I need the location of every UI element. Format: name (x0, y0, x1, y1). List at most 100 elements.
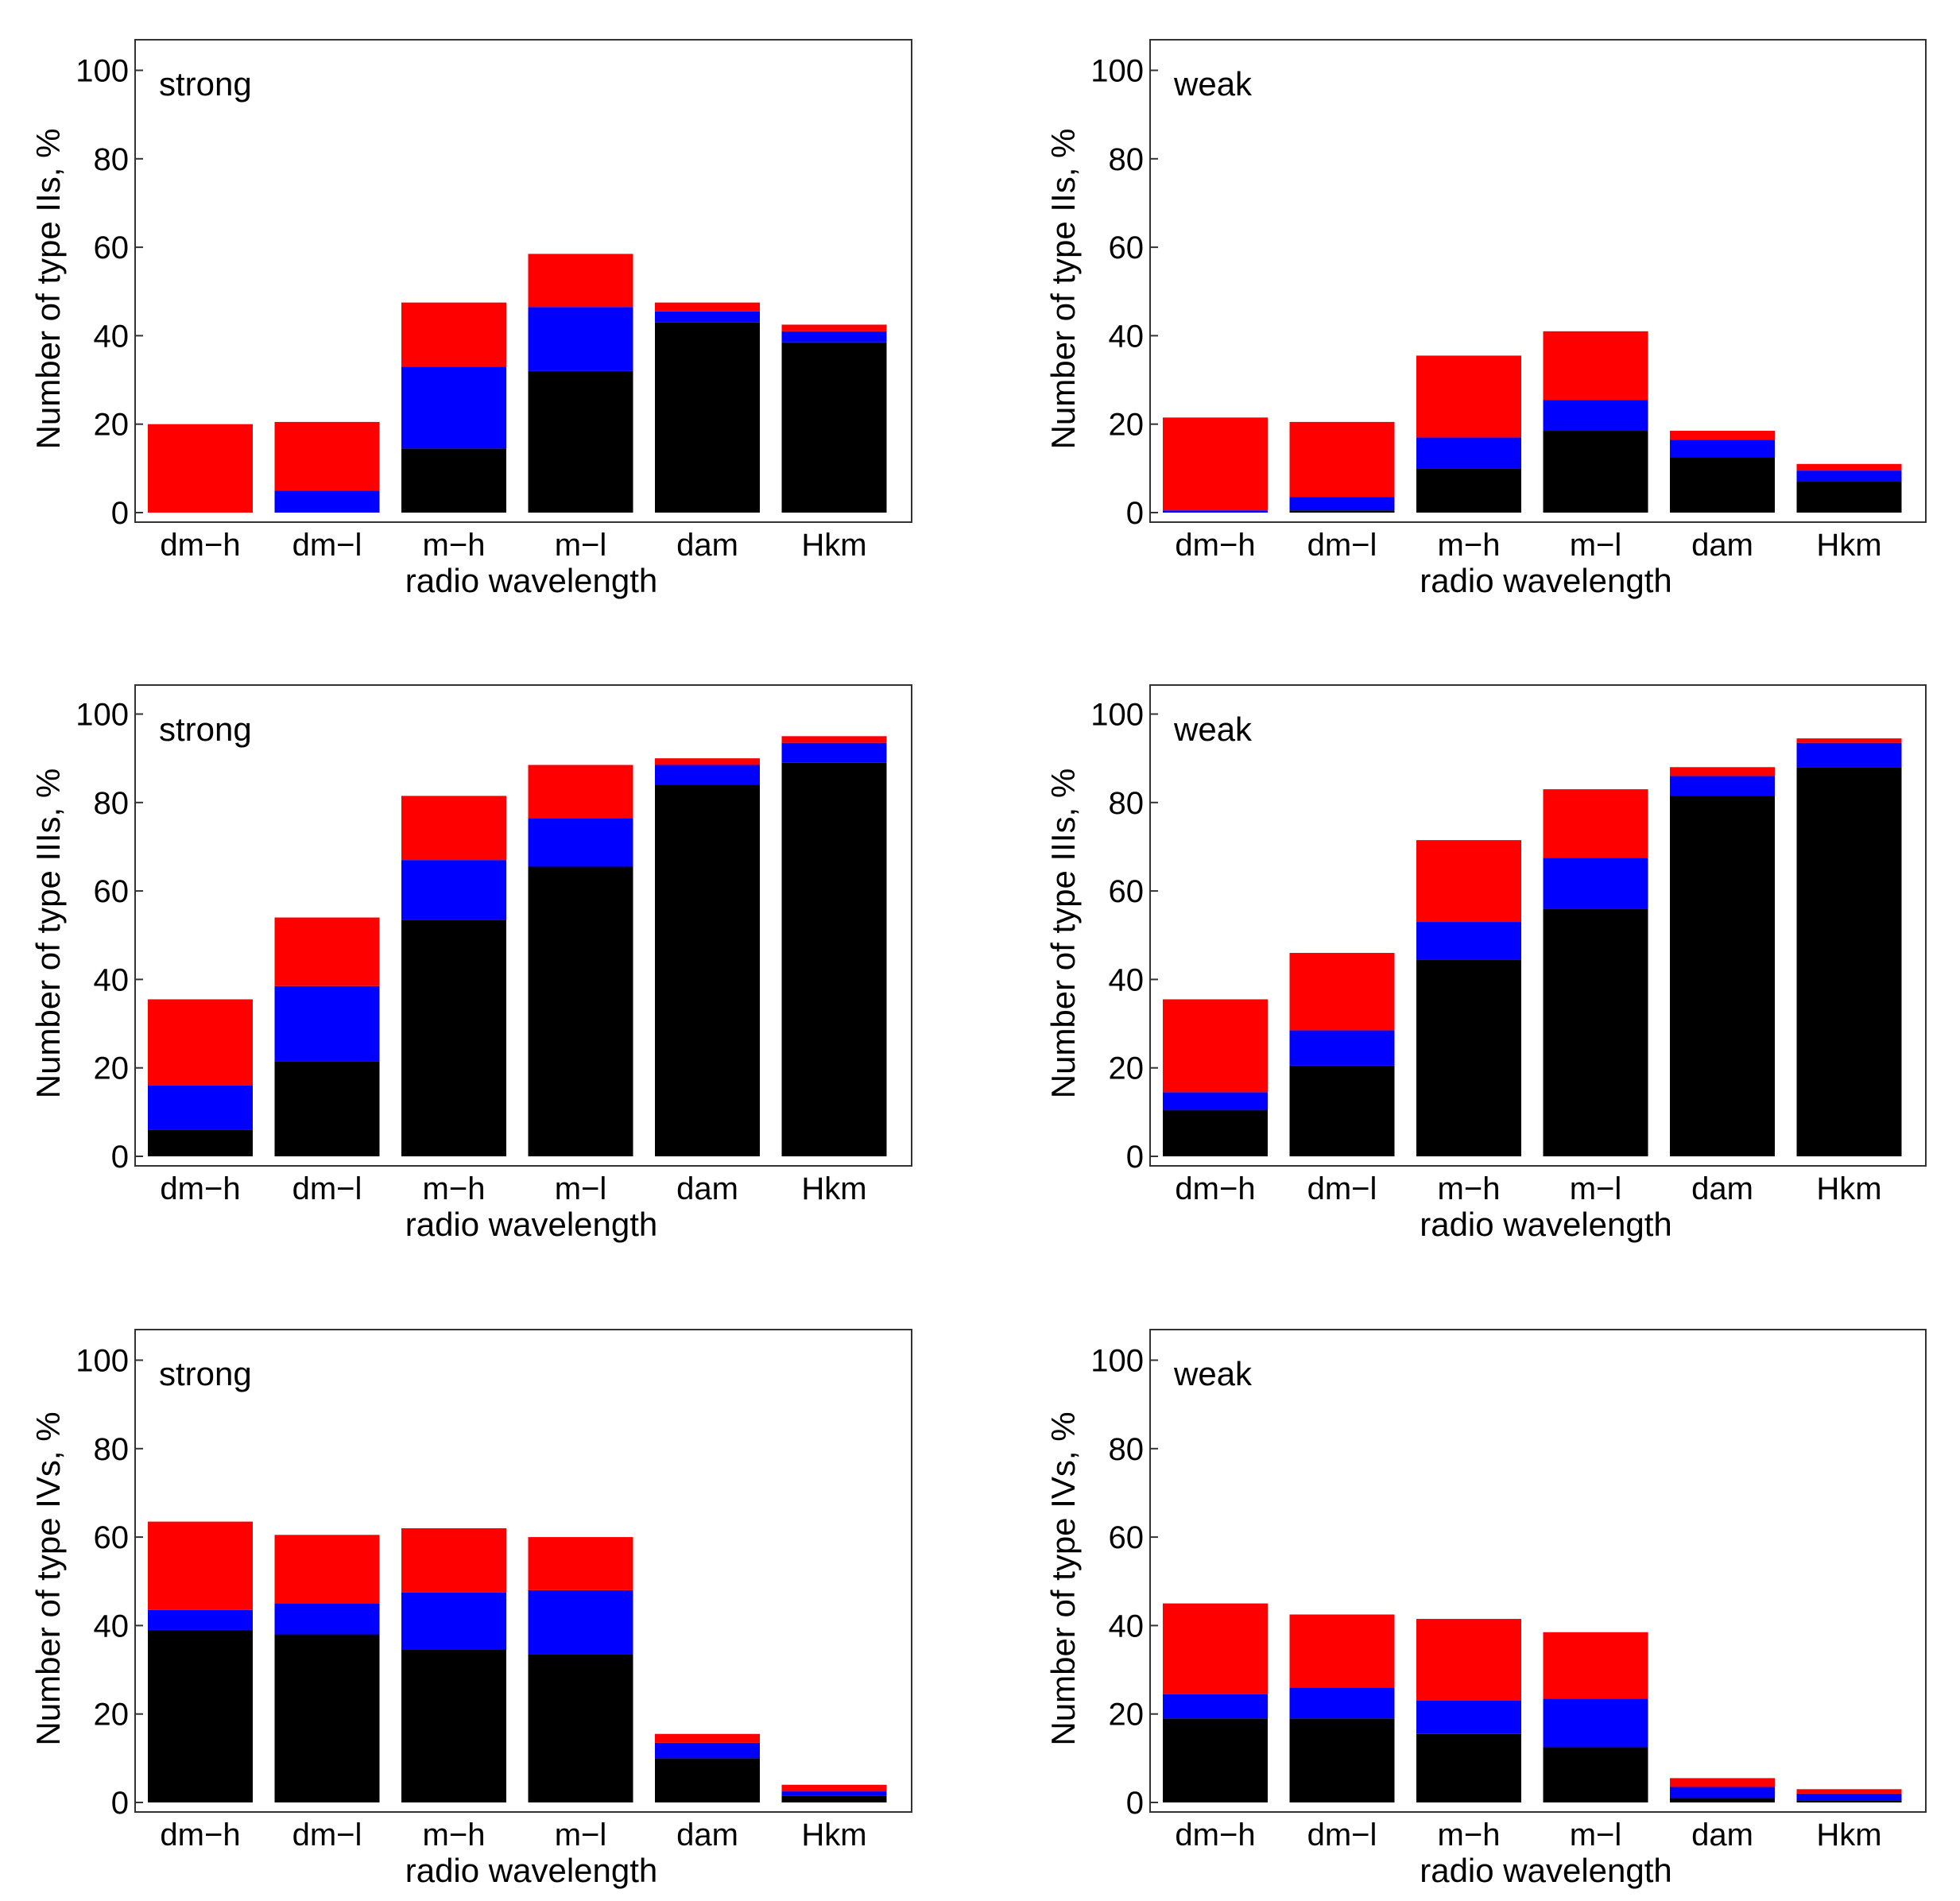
x-tick-label: Hkm (1816, 1818, 1881, 1853)
bar-red-5 (655, 758, 760, 765)
y-tick-label: 20 (1109, 1051, 1145, 1086)
bar-red-6 (782, 324, 887, 331)
x-tick-label: m−h (423, 528, 486, 563)
bar-red-6 (1797, 738, 1902, 743)
y-axis-label: Number of type IIIs, % (1044, 769, 1082, 1099)
bar-black-5 (655, 1758, 760, 1802)
y-tick-label: 0 (1126, 1786, 1144, 1821)
x-axis-label: radio wavelength (1420, 1206, 1672, 1243)
panel-annotation: weak (1173, 1355, 1253, 1392)
panel-annotation: weak (1173, 710, 1253, 748)
x-tick-label: Hkm (801, 1171, 866, 1206)
bar-blue-4 (1544, 858, 1648, 908)
y-tick-label: 60 (94, 230, 130, 265)
x-tick-label: dm−h (160, 1171, 240, 1206)
y-tick-label: 0 (111, 496, 129, 531)
bar-blue-6 (782, 743, 887, 763)
y-axis-label: Number of type IIIs, % (29, 769, 67, 1099)
y-tick-label: 60 (1109, 230, 1145, 265)
x-tick-label: dm−h (160, 1818, 240, 1853)
bar-red-6 (782, 736, 887, 742)
bar-red-1 (1163, 1604, 1268, 1694)
bar-red-1 (148, 999, 253, 1086)
bar-black-3 (1416, 468, 1521, 513)
bar-red-3 (401, 796, 506, 860)
bar-black-1 (1163, 1718, 1268, 1802)
bar-red-5 (1670, 431, 1775, 439)
bar-blue-1 (148, 1610, 253, 1630)
x-tick-label: m−l (1570, 1818, 1622, 1853)
bar-black-5 (1670, 1798, 1775, 1802)
bar-blue-2 (275, 490, 380, 513)
bar-black-2 (1290, 1066, 1395, 1156)
panel-annotation: strong (159, 65, 252, 103)
bar-red-5 (1670, 1778, 1775, 1787)
bar-black-6 (1797, 767, 1902, 1156)
bar-black-2 (1290, 1718, 1395, 1802)
bar-red-4 (529, 765, 633, 818)
x-tick-label: Hkm (801, 528, 866, 563)
chart-panel-3: 020406080100dm−h dm−l m−h m−l dam Hkmradio wa… (29, 685, 912, 1243)
x-tick-label: dm−l (292, 1818, 362, 1853)
panel-annotation: weak (1173, 65, 1253, 103)
bar-blue-1 (1163, 1694, 1268, 1719)
x-tick-label: dm−l (292, 528, 362, 563)
y-tick-label: 60 (94, 874, 130, 909)
y-tick-label: 80 (1109, 142, 1145, 177)
bar-black-6 (1797, 482, 1902, 513)
bar-blue-5 (1670, 776, 1775, 796)
bar-red-3 (1416, 1619, 1521, 1701)
bar-blue-4 (1544, 400, 1648, 431)
x-tick-label: dm−l (1307, 528, 1377, 563)
bar-black-4 (529, 866, 633, 1156)
bar-blue-2 (1290, 1030, 1395, 1066)
y-tick-label: 0 (111, 1786, 129, 1821)
x-tick-label: dm−l (292, 1171, 362, 1206)
y-tick-label: 80 (94, 1432, 130, 1467)
bar-black-5 (655, 323, 760, 513)
y-tick-label: 20 (94, 1698, 130, 1733)
bar-red-2 (275, 917, 380, 985)
bar-red-6 (782, 1785, 887, 1791)
y-tick-label: 40 (94, 962, 130, 997)
x-tick-label: dm−h (1175, 528, 1255, 563)
y-tick-label: 40 (94, 319, 130, 354)
bar-red-2 (275, 422, 380, 490)
bar-blue-2 (1290, 1687, 1395, 1718)
x-tick-label: dm−h (160, 528, 240, 563)
bar-red-4 (1544, 331, 1648, 400)
y-axis-label: Number of type IIs, % (29, 129, 67, 450)
bar-black-2 (1290, 510, 1395, 513)
y-tick-label: 60 (1109, 1520, 1145, 1555)
bar-black-2 (275, 1061, 380, 1156)
panel-annotation: strong (159, 710, 252, 748)
y-tick-label: 80 (1109, 786, 1145, 821)
y-tick-label: 80 (94, 142, 130, 177)
bars (148, 1522, 887, 1802)
bar-blue-5 (1670, 1787, 1775, 1798)
bars (1163, 331, 1902, 513)
y-tick-label: 100 (1090, 54, 1144, 89)
bar-red-3 (1416, 355, 1521, 437)
x-tick-label: Hkm (1816, 528, 1881, 563)
bar-black-4 (529, 1655, 633, 1802)
bar-red-1 (148, 424, 253, 513)
bar-blue-5 (655, 1743, 760, 1758)
bar-black-3 (401, 1650, 506, 1802)
y-tick-label: 20 (1109, 408, 1145, 443)
x-tick-label: m−l (555, 1818, 607, 1853)
bar-red-4 (529, 1537, 633, 1590)
x-tick-label: Hkm (1816, 1171, 1881, 1206)
chart-panel-2: 0 20 40 60 80 100 dm−h dm−l m−h m−l dam Hkm radio wa… (1044, 40, 1926, 599)
chart-panel-5: 020406080100dm−h dm−l m−h m−l dam Hkmradio wa… (29, 1330, 912, 1889)
y-tick-label: 20 (94, 408, 130, 443)
bar-red-3 (1416, 840, 1521, 922)
y-tick-label: 40 (1109, 962, 1145, 997)
y-tick-label: 100 (1090, 698, 1144, 733)
bar-red-1 (1163, 999, 1268, 1092)
chart-panel-1: 0 20 40 60 80 100 dm−h dm−l m−h m−l dam Hkm radio wa… (29, 40, 912, 599)
x-tick-label: dm−h (1175, 1818, 1255, 1853)
bar-blue-1 (1163, 510, 1268, 513)
y-axis-label: Number of type IVs, % (1044, 1411, 1082, 1745)
bar-blue-4 (529, 1590, 633, 1655)
